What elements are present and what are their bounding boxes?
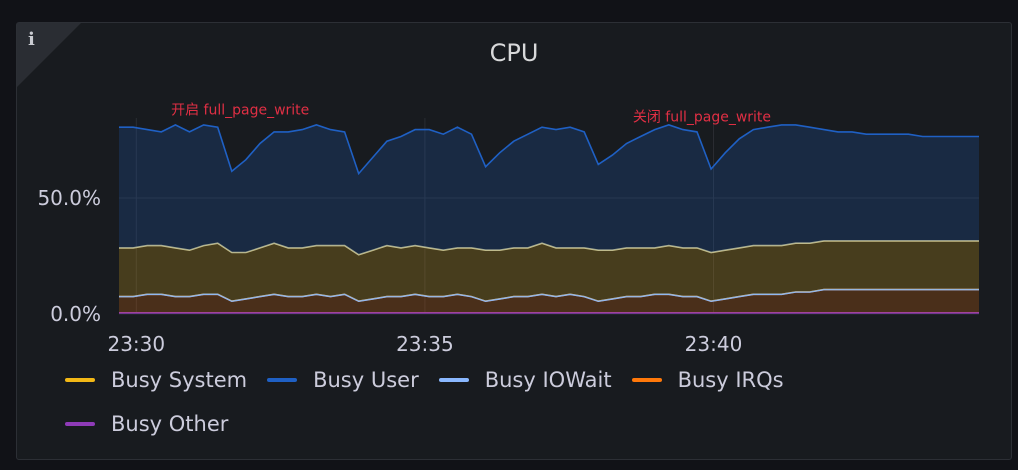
legend-item-busy-other[interactable]: Busy Other (65, 412, 228, 436)
panel-title: CPU (489, 39, 539, 67)
cpu-chart: 23:30 23:35 23:40 0.0% 50.0% 开启 full_page_wri… (37, 102, 979, 356)
busy-user-area (119, 124, 979, 255)
legend-item-busy-system[interactable]: Busy System (65, 368, 247, 392)
cpu-panel: i CPU 23:30 23:35 23:40 0.0% 50.0% 开启 full_pa… (16, 22, 1012, 460)
info-icon[interactable]: i (28, 29, 35, 50)
busy-user-line (119, 124, 979, 176)
legend-label: Busy IRQs (677, 368, 784, 392)
legend-swatch (438, 378, 469, 382)
info-corner[interactable] (17, 23, 81, 87)
legend-label: Busy IOWait (484, 368, 612, 392)
x-tick-label: 23:30 (107, 332, 165, 356)
x-tick-label: 23:35 (396, 332, 454, 356)
legend-label: Busy Other (111, 412, 229, 436)
busy-irqs-area (119, 289, 979, 313)
legend-swatch (65, 422, 95, 426)
legend-swatch (267, 378, 298, 382)
annotation-label: 关闭 full_page_write (633, 109, 771, 125)
legend-item-busy-irqs[interactable]: Busy IRQs (631, 368, 784, 392)
legend-item-busy-user[interactable]: Busy User (267, 368, 419, 392)
legend-swatch (631, 378, 662, 382)
annotation-label: 开启 full_page_write (171, 102, 309, 118)
legend-swatch (65, 378, 95, 382)
y-tick-label: 50.0% (37, 186, 101, 210)
legend-label: Busy User (313, 368, 419, 392)
legend-item-busy-iowait[interactable]: Busy IOWait (438, 368, 612, 392)
legend-label: Busy System (111, 368, 248, 392)
legend: Busy System Busy User Busy IOWait Busy IRQs… (65, 368, 825, 436)
y-tick-label: 0.0% (50, 302, 101, 326)
busy-system-line (119, 240, 979, 256)
busy-system-area (119, 240, 979, 302)
x-tick-label: 23:40 (685, 332, 743, 356)
busy-iowait-line (119, 288, 979, 303)
